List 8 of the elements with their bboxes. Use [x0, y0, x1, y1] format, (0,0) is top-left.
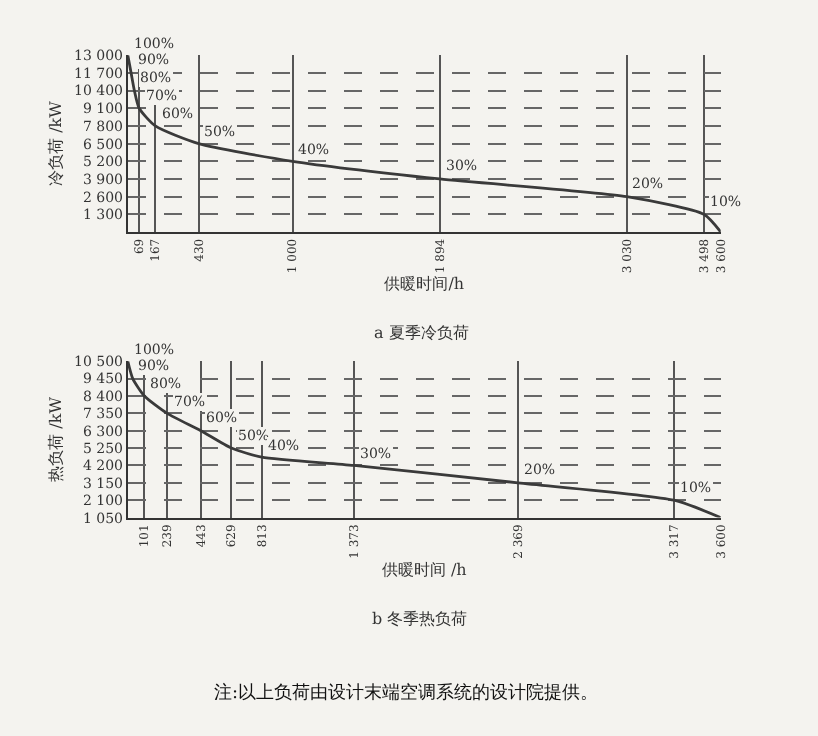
x-axis-title: 供暖时间 /h: [381, 560, 467, 579]
y-axis-title: 冷负荷 /kW: [47, 99, 66, 186]
x-axis-title: 供暖时间/h: [384, 275, 465, 294]
text: 注:以上负荷由设计末端空调系统的设计院提供。: [214, 682, 599, 704]
text: a 夏季冷负荷: [374, 324, 469, 342]
y-axis-title: 热负荷 /kW: [47, 395, 66, 482]
text: b 冬季热负荷: [372, 610, 468, 628]
line-series: [127, 361, 721, 518]
